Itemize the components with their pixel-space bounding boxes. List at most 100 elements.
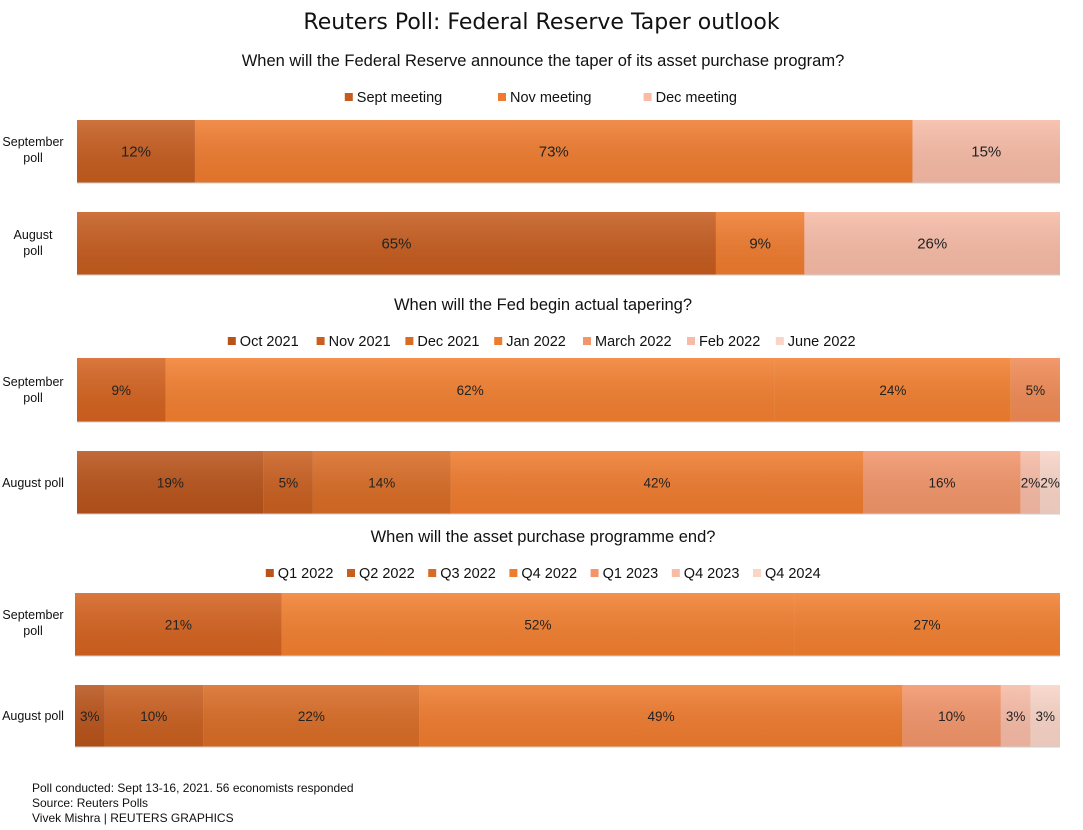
row-label: poll [23, 244, 42, 258]
data-label: 42% [643, 476, 670, 491]
bar-segment-shade [77, 120, 195, 183]
legend-entry: Q2 2022 [359, 566, 415, 582]
data-label: 22% [298, 709, 325, 724]
data-label: 52% [524, 618, 551, 633]
legend-entry: Feb 2022 [699, 334, 760, 350]
legend-entry: June 2022 [788, 334, 856, 350]
data-label: 9% [111, 383, 131, 398]
bar-segment-shade [75, 593, 282, 656]
bar-segment-shade [77, 358, 166, 422]
legend-swatch [590, 569, 599, 577]
bar-segment-shade [804, 212, 1060, 275]
legend-entry: Oct 2021 [240, 334, 299, 350]
legend-entry: Q4 2022 [521, 566, 577, 582]
bar-segment-shade [75, 685, 105, 747]
data-label: 65% [381, 236, 411, 253]
legend-entry: Q4 2023 [684, 566, 740, 582]
row-label: poll [23, 624, 42, 638]
row-label: September [2, 135, 63, 149]
legend-swatch [405, 337, 414, 345]
bar-segment-shade [194, 120, 913, 183]
legend-swatch [775, 337, 784, 345]
legend-swatch [494, 337, 503, 345]
data-label: 10% [140, 709, 167, 724]
bar-segment-shade [450, 451, 864, 514]
data-label: 21% [165, 618, 192, 633]
legend-swatch [671, 569, 680, 577]
footer-credit: Vivek Mishra | REUTERS GRAPHICS [32, 811, 234, 825]
data-label: 15% [971, 144, 1001, 161]
bar-segment-shade [312, 451, 451, 514]
legend-swatch [583, 337, 591, 345]
bar-segment-shade [263, 451, 313, 514]
data-label: 12% [121, 144, 151, 161]
bar-segment-shade [774, 358, 1011, 422]
legend-entry: Dec 2021 [417, 334, 479, 350]
legend-swatch [265, 569, 274, 577]
row-label: September [2, 375, 63, 389]
legend-entry: Q3 2022 [440, 566, 496, 582]
data-label: 10% [938, 709, 965, 724]
bar-segment-shade [203, 685, 420, 747]
data-label: 19% [157, 476, 184, 491]
data-label: 49% [648, 709, 675, 724]
bar-segment-shade [77, 212, 716, 275]
chart-subtitle: When will the asset purchase programme e… [371, 528, 716, 546]
legend-entry: Jan 2022 [506, 334, 566, 350]
footer-note: Poll conducted: Sept 13-16, 2021. 56 eco… [32, 781, 354, 795]
data-label: 16% [929, 476, 956, 491]
bar-segment-shade [1030, 685, 1060, 747]
data-label: 24% [879, 383, 906, 398]
legend-entry: Q1 2023 [603, 566, 659, 582]
legend-swatch [509, 569, 518, 577]
legend-swatch [753, 569, 761, 577]
data-label: 73% [539, 144, 569, 161]
chart-main-title: Reuters Poll: Federal Reserve Taper outl… [303, 10, 780, 35]
legend-swatch [347, 569, 355, 577]
bar-segment-shade [281, 593, 795, 656]
data-label: 14% [368, 476, 395, 491]
row-label: poll [23, 151, 42, 165]
bar-segment-shade [104, 685, 204, 747]
bar-segment-shade [1020, 451, 1041, 514]
data-label: 5% [1026, 383, 1046, 398]
legend-entry: Q4 2024 [765, 566, 821, 582]
legend-entry: Sept meeting [357, 90, 442, 106]
bar-segment-shade [863, 451, 1021, 514]
data-label: 26% [917, 236, 947, 253]
row-label: August poll [2, 709, 64, 723]
bar-segment-shade [902, 685, 1001, 747]
data-label: 2% [1021, 476, 1041, 491]
row-label: August [14, 228, 53, 242]
bar-segment-shade [419, 685, 903, 747]
bar-segment-shade [1000, 685, 1031, 747]
data-label: 27% [914, 618, 941, 633]
legend-entry: Nov 2021 [329, 334, 391, 350]
legend-swatch [227, 337, 236, 345]
legend-entry: Dec meeting [656, 90, 737, 106]
chart-subtitle: When will the Fed begin actual tapering? [394, 296, 692, 314]
legend-entry: March 2022 [595, 334, 672, 350]
data-label: 9% [749, 236, 771, 253]
bar-segment-shade [1040, 451, 1060, 514]
bar-segment-shade [1010, 358, 1060, 422]
bar-segment-shade [715, 212, 805, 275]
legend-swatch [428, 569, 437, 577]
legend-swatch [344, 93, 353, 101]
row-label: poll [23, 391, 42, 405]
legend-swatch [498, 93, 506, 101]
row-label: September [2, 608, 63, 622]
data-label: 62% [457, 383, 484, 398]
data-label: 2% [1040, 476, 1060, 491]
data-label: 5% [279, 476, 299, 491]
bar-segment-shade [77, 451, 264, 514]
legend-entry: Nov meeting [510, 90, 591, 106]
data-label: 3% [80, 709, 100, 724]
data-label: 3% [1035, 709, 1055, 724]
legend-swatch [316, 337, 325, 345]
bar-segment-shade [794, 593, 1060, 656]
legend-swatch [643, 93, 652, 101]
data-label: 3% [1006, 709, 1026, 724]
bar-segment-shade [912, 120, 1060, 183]
chart-subtitle: When will the Federal Reserve announce t… [242, 52, 845, 70]
